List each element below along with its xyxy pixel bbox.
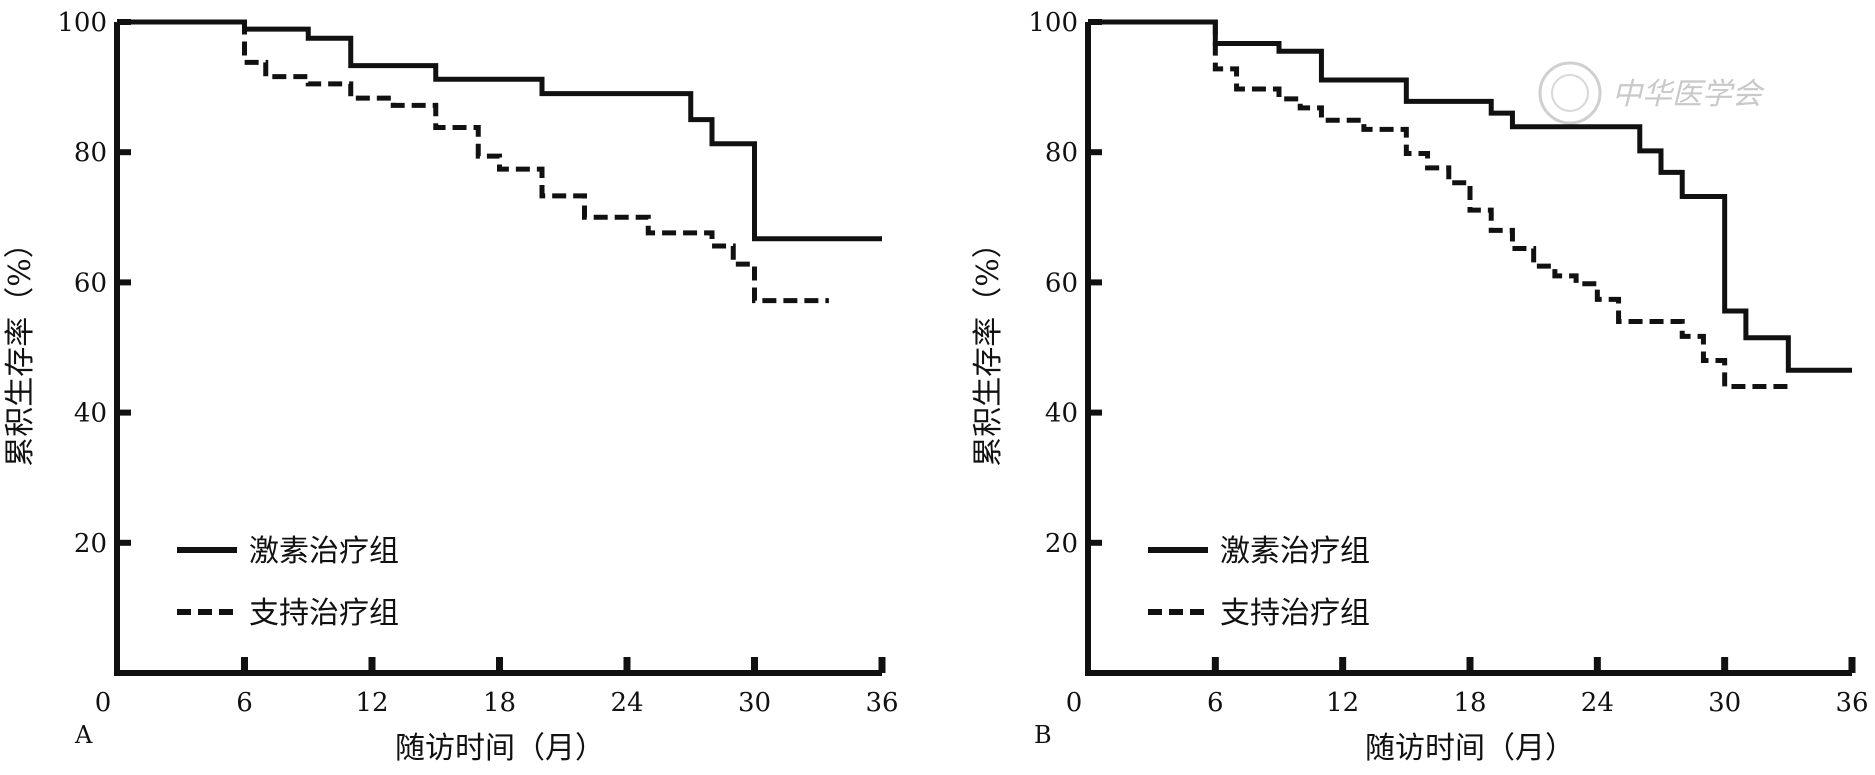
legend-label: 激素治疗组 <box>249 534 399 569</box>
y-tick-label: 60 <box>1045 268 1078 298</box>
legend-label: 支持治疗组 <box>1220 596 1370 631</box>
panel-label: A <box>74 721 93 749</box>
x-axis-title: 随访时间（月） <box>395 731 605 766</box>
steroid-therapy-curve <box>1088 19 1852 373</box>
steroid-therapy-curve <box>117 19 882 242</box>
legend-label: 激素治疗组 <box>1220 534 1370 569</box>
supportive-therapy-curve <box>117 19 829 304</box>
x-tick-label: 24 <box>1581 688 1614 718</box>
x-tick-label: 6 <box>1207 688 1224 718</box>
chart-panel-a: 20 40 60 80 100 0 6 12 18 24 30 36 随访时间（月） 累积生存率（%） A 激… <box>3 8 899 766</box>
x-tick-label: 36 <box>1835 688 1868 718</box>
watermark-seal-icon <box>1538 61 1602 125</box>
y-tick-label: 100 <box>57 8 107 38</box>
y-tick-label: 80 <box>1045 138 1078 168</box>
y-tick-label: 40 <box>74 399 107 429</box>
x-axis-title: 随访时间（月） <box>1365 731 1575 766</box>
x-tick-label: 36 <box>865 688 898 718</box>
watermark-text: 中华医学会 <box>1612 77 1765 112</box>
x-tick-label: 12 <box>1326 688 1359 718</box>
supportive-therapy-curve <box>1088 19 1789 390</box>
x-tick-label: 12 <box>355 688 388 718</box>
x-tick-label: 24 <box>610 688 643 718</box>
x-tick-label: 30 <box>1708 688 1741 718</box>
chart-panel-b: 20 40 60 80 100 0 6 12 18 24 30 36 随访时间（月） 累积生存率（%） B 激… <box>971 8 1869 766</box>
x-tick-label: 6 <box>236 688 253 718</box>
y-tick-label: 20 <box>74 529 107 559</box>
x-tick-label: 18 <box>483 688 516 718</box>
y-tick-label: 100 <box>1028 8 1078 38</box>
legend-label: 支持治疗组 <box>249 596 399 631</box>
y-tick-label: 40 <box>1045 399 1078 429</box>
watermark-seal-inner-icon <box>1551 74 1589 112</box>
y-tick-label: 60 <box>74 268 107 298</box>
x-tick-label: 0 <box>1066 688 1083 718</box>
watermark-logo: 中华医学会 <box>1538 61 1765 125</box>
panel-label: B <box>1034 721 1052 749</box>
y-axis-title: 累积生存率（%） <box>971 228 1006 467</box>
x-tick-label: 0 <box>95 688 112 718</box>
x-tick-label: 18 <box>1453 688 1486 718</box>
y-axis-title: 累积生存率（%） <box>3 228 38 467</box>
y-tick-label: 20 <box>1045 529 1078 559</box>
x-tick-label: 30 <box>738 688 771 718</box>
y-tick-label: 80 <box>74 138 107 168</box>
